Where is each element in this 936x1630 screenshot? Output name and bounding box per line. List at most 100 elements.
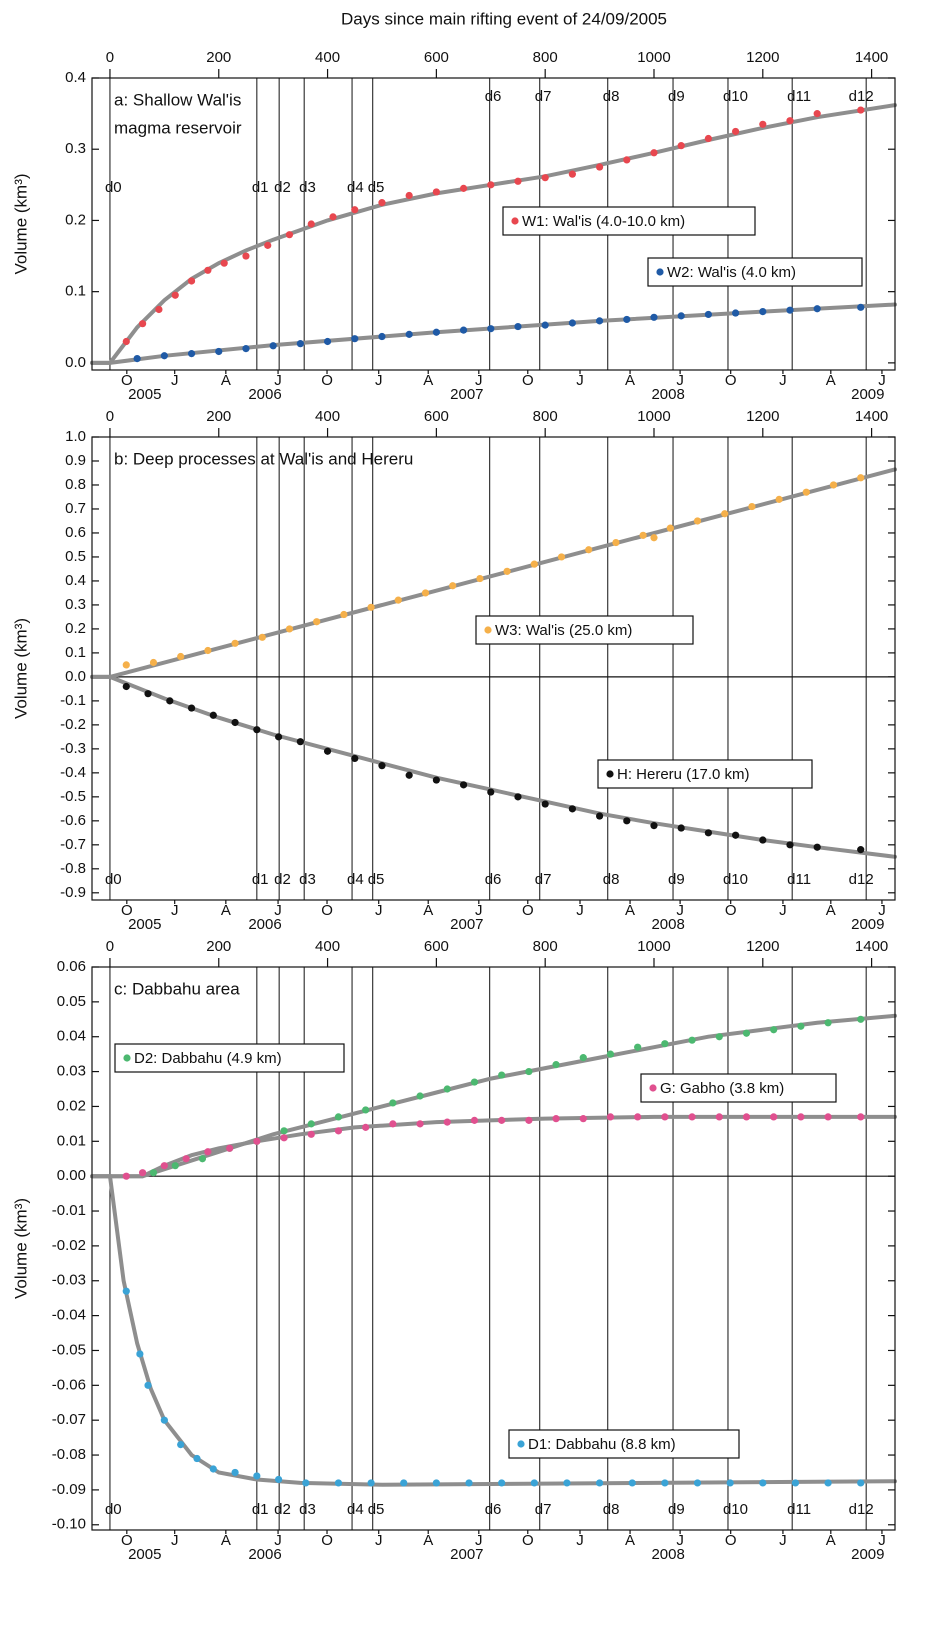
month-label: J (375, 1532, 383, 1549)
event-label: d2 (274, 871, 291, 888)
data-point (579, 1054, 587, 1062)
data-point (623, 817, 631, 825)
data-point (443, 1085, 451, 1093)
y-tick-label: -0.04 (52, 1307, 86, 1324)
data-point (459, 781, 468, 789)
month-label: O (121, 902, 133, 919)
data-point (704, 310, 712, 319)
x-tick-label: 400 (315, 938, 340, 955)
legend-box (114, 1043, 345, 1073)
event-label: d2 (274, 179, 291, 196)
y-tick-label: -0.05 (52, 1341, 86, 1358)
month-label: J (375, 902, 383, 919)
event-label: d7 (535, 871, 552, 888)
panel-title: magma reservoir (114, 118, 242, 137)
month-label: J (274, 1532, 282, 1549)
month-label: J (878, 902, 886, 919)
event-label: d10 (723, 1501, 748, 1518)
data-point (579, 1115, 587, 1123)
data-point (530, 1479, 538, 1487)
data-point (748, 502, 756, 511)
legend-box (502, 206, 756, 236)
month-label: J (779, 902, 787, 919)
y-tick-label: -0.8 (60, 860, 86, 877)
y-tick-label: -0.01 (52, 1202, 86, 1219)
y-tick-label: 0.3 (65, 140, 86, 157)
data-point (623, 156, 631, 164)
y-tick-label: -0.06 (52, 1376, 86, 1393)
legend-label: W2: Wal'is (4.0 km) (667, 264, 796, 281)
data-point (786, 841, 794, 849)
data-point (470, 1078, 479, 1086)
y-tick-label: -0.03 (52, 1272, 86, 1289)
data-point (166, 697, 174, 705)
year-label: 2007 (450, 386, 483, 403)
month-label: O (321, 1532, 333, 1549)
y-tick-label: 0.03 (57, 1063, 86, 1080)
data-point (650, 534, 658, 542)
year-label: 2009 (851, 1546, 884, 1563)
event-label: d9 (668, 871, 685, 888)
month-label: O (725, 372, 737, 389)
month-label: J (171, 902, 179, 919)
event-label: d1 (252, 1501, 269, 1518)
data-point (731, 127, 740, 136)
y-tick-label: -0.09 (52, 1481, 86, 1498)
data-point (688, 1113, 696, 1121)
x-tick-label: 400 (315, 408, 340, 425)
month-label: A (826, 1532, 836, 1549)
fit-line (90, 1174, 897, 1487)
legend-marker (606, 770, 614, 778)
data-point (606, 1050, 615, 1058)
year-label: 2007 (450, 916, 483, 933)
year-label: 2006 (248, 386, 281, 403)
event-label: d10 (723, 88, 748, 105)
event-label: d11 (787, 871, 811, 888)
data-point (715, 1113, 723, 1121)
data-point (715, 1033, 723, 1041)
y-tick-label: 0.1 (65, 644, 86, 661)
month-label: O (121, 372, 133, 389)
data-point (155, 305, 163, 314)
data-point (759, 836, 767, 844)
data-point (470, 1116, 479, 1124)
data-point (242, 345, 250, 353)
data-point (742, 1113, 751, 1121)
month-label: J (878, 1532, 886, 1549)
month-label: J (576, 902, 584, 919)
data-point (628, 1479, 636, 1487)
data-point (487, 325, 495, 333)
data-point (280, 1127, 288, 1135)
data-point (405, 330, 413, 338)
data-point (378, 199, 386, 207)
x-tick-label: 1200 (746, 938, 779, 955)
x-tick-label: 0 (106, 938, 114, 955)
event-label: d0 (105, 1501, 122, 1518)
data-point (612, 538, 620, 547)
data-point (264, 241, 272, 249)
data-point (857, 1113, 865, 1121)
data-point (606, 1113, 615, 1121)
data-point (405, 191, 413, 200)
data-point (307, 1120, 315, 1128)
y-tick-label: 0.02 (57, 1097, 86, 1114)
data-point (204, 266, 212, 274)
data-point (362, 1123, 370, 1131)
data-point (307, 1130, 315, 1138)
event-label: d3 (299, 1501, 316, 1518)
month-label: A (826, 902, 836, 919)
event-label: d10 (723, 871, 748, 888)
data-point (144, 1381, 152, 1389)
data-point (171, 291, 179, 299)
event-label: d0 (105, 871, 122, 888)
legend-label: W3: Wal'is (25.0 km) (495, 622, 632, 639)
data-point (813, 110, 821, 118)
year-label: 2005 (128, 386, 161, 403)
month-label: O (321, 372, 333, 389)
event-label: d9 (668, 1501, 685, 1518)
event-label: d4 (347, 179, 364, 196)
data-point (389, 1099, 397, 1107)
data-point (731, 309, 740, 317)
data-point (416, 1092, 424, 1100)
